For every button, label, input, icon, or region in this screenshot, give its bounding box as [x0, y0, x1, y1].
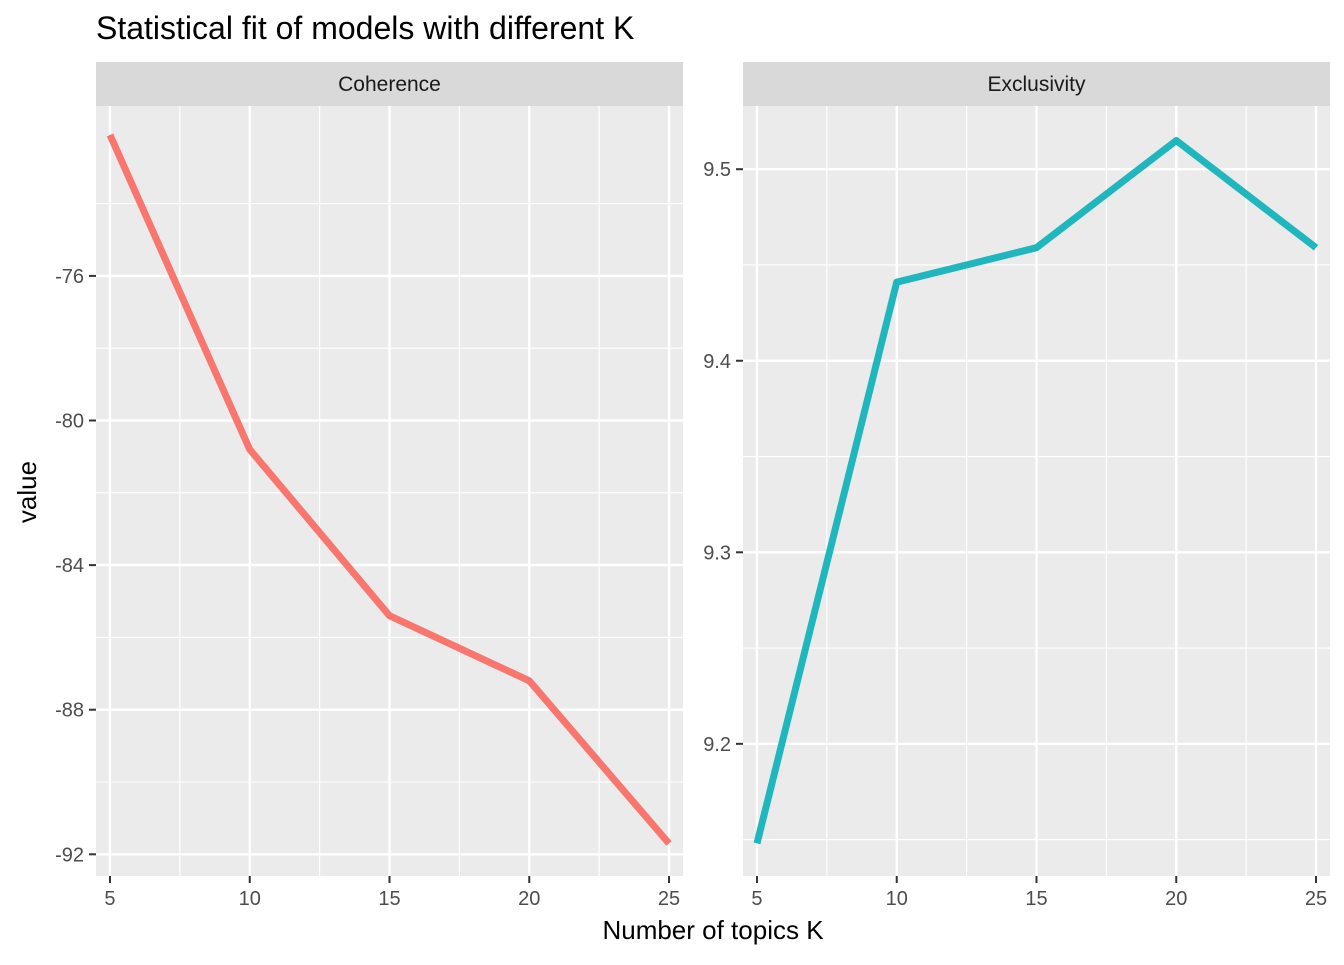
y-tick-label: 9.2 [703, 734, 731, 756]
facet-strip-label: Exclusivity [987, 73, 1086, 96]
y-tick-label: -76 [55, 266, 84, 288]
x-axis-title: Number of topics K [602, 915, 824, 945]
x-tick-label: 25 [1305, 888, 1327, 910]
y-tick-label: 9.3 [703, 542, 731, 564]
facet-coherence: Coherence -92 -88 -84 -80 -76 5 10 15 20 25 [55, 62, 683, 910]
facet-exclusivity: Exclusivity 9.2 9.3 9.4 9.5 5 10 15 20 25 [703, 62, 1330, 910]
y-tick-label: 9.4 [703, 351, 731, 373]
y-tick-label: 9.5 [703, 159, 731, 181]
facet-strip-label: Coherence [338, 73, 441, 96]
x-tick-label: 10 [886, 888, 908, 910]
x-tick-label: 15 [378, 888, 400, 910]
y-tick-label: -80 [55, 411, 84, 433]
y-tick-label: -84 [55, 555, 84, 577]
x-tick-label: 15 [1025, 888, 1047, 910]
x-tick-label: 5 [104, 888, 115, 910]
x-tick-label: 10 [239, 888, 261, 910]
x-tick-label: 5 [751, 888, 762, 910]
chart-title: Statistical fit of models with different… [96, 10, 634, 46]
x-tick-label: 20 [1165, 888, 1187, 910]
x-tick-label: 20 [518, 888, 540, 910]
y-axis-title: value [12, 461, 42, 523]
x-tick-label: 25 [658, 888, 680, 910]
y-tick-label: -88 [55, 700, 84, 722]
y-tick-label: -92 [55, 844, 84, 866]
